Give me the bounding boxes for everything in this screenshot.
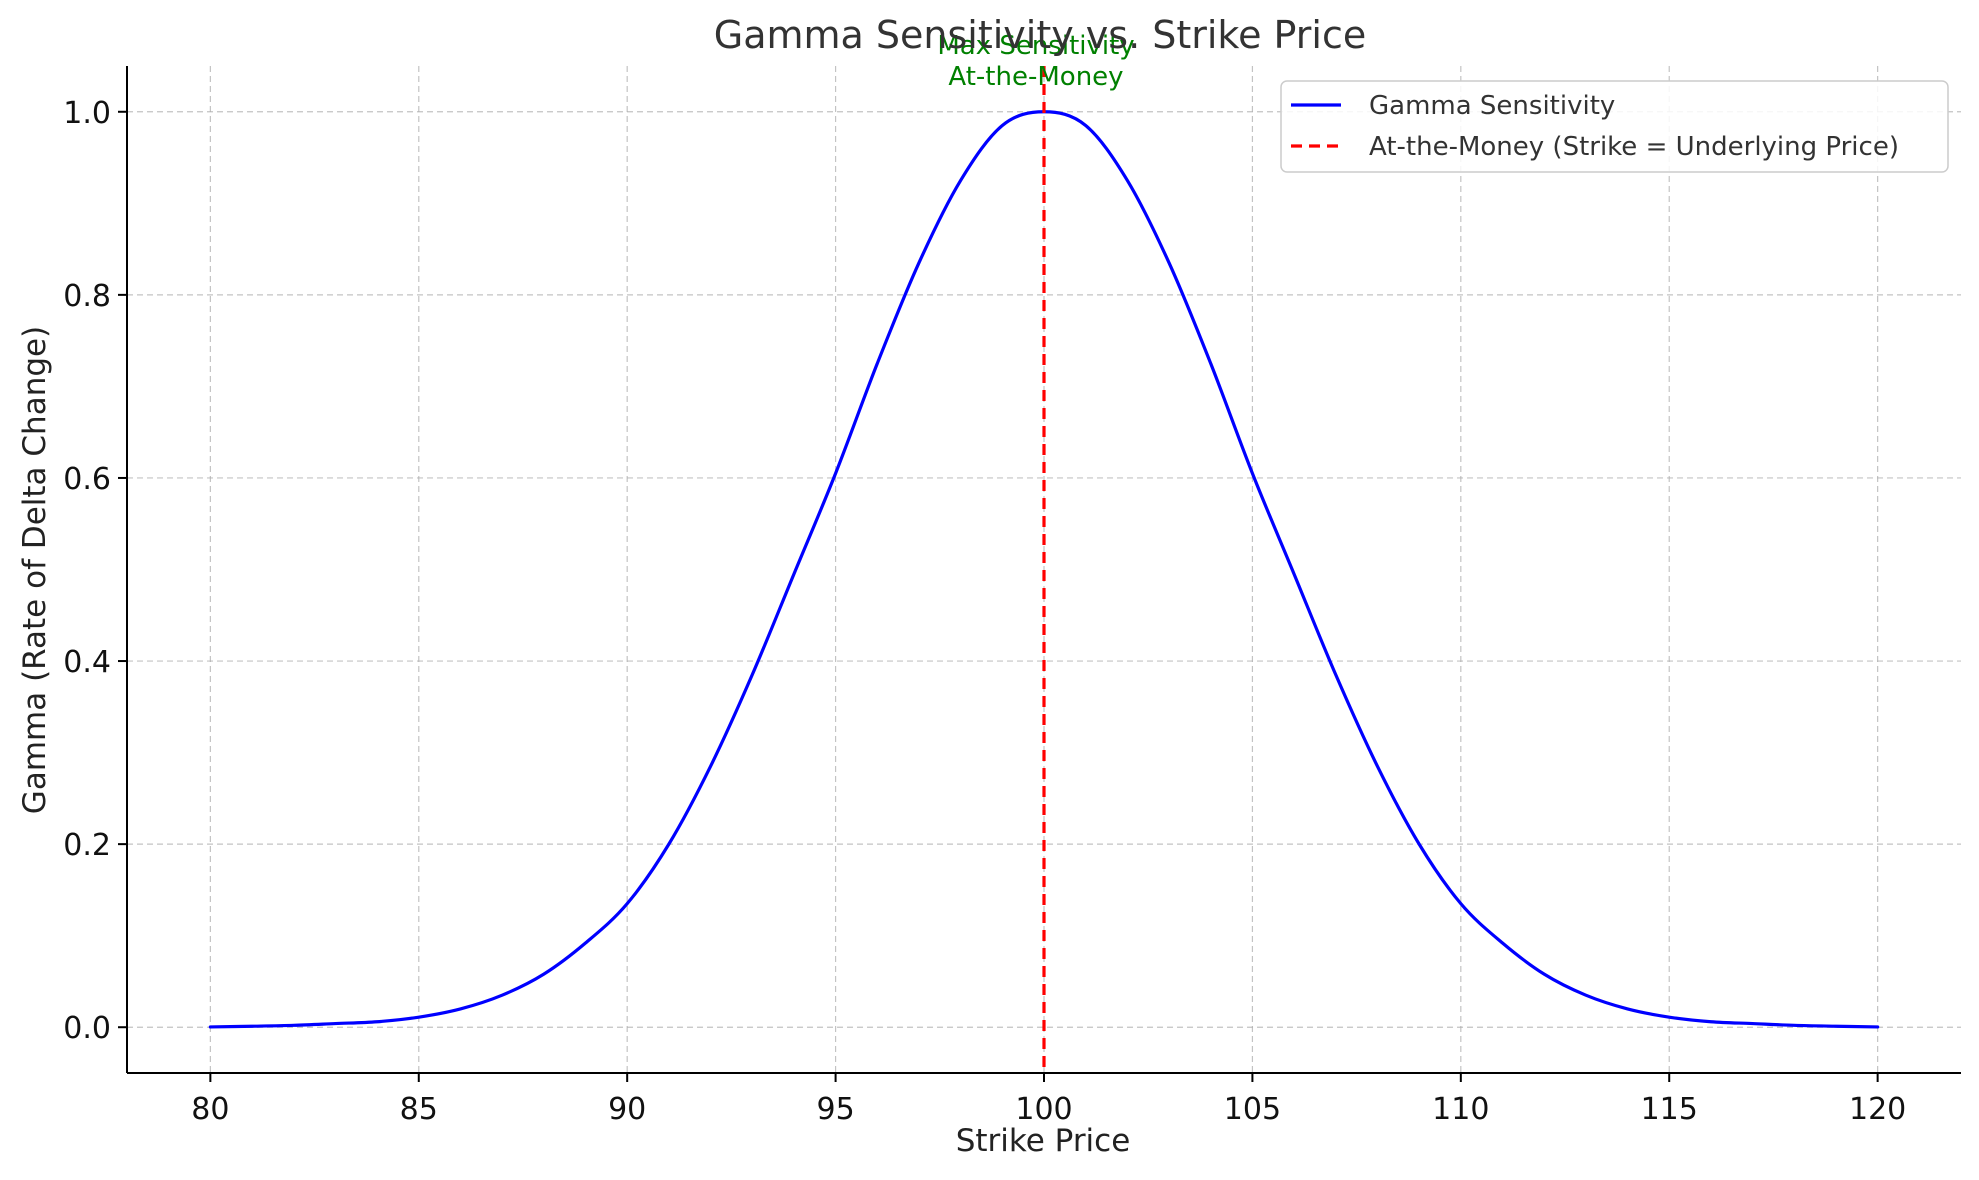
chart-title: Gamma Sensitivity vs. Strike Price [714, 13, 1367, 57]
legend-layer: Gamma Sensitivity At-the-Money (Strike = … [1280, 80, 1949, 173]
y-tick-label-2: 0.4 [63, 645, 111, 680]
axes-layer: 80 85 90 95 100 105 110 115 120 0.0 0.2 0.4 0.6 0.8 1.… [63, 66, 1961, 1127]
x-tick-label-4: 100 [1015, 1092, 1072, 1127]
y-axis-label: Gamma (Rate of Delta Change) [17, 326, 53, 814]
x-tick-label-5: 105 [1224, 1092, 1281, 1127]
legend-box [1280, 80, 1949, 173]
x-tick-label-2: 90 [608, 1092, 646, 1127]
y-tick-label-4: 0.8 [63, 279, 111, 314]
annotation-text-0-1: At-the-Money [948, 62, 1123, 92]
y-tick-label-3: 0.6 [63, 462, 111, 497]
x-tick-label-1: 85 [400, 1092, 438, 1127]
x-tick-label-6: 110 [1432, 1092, 1489, 1127]
legend-label-0: Gamma Sensitivity [1369, 91, 1615, 121]
y-tick-label-1: 0.2 [63, 828, 111, 863]
x-tick-label-8: 120 [1849, 1092, 1906, 1127]
annotation-text-0-0: Max Sensitivity [937, 31, 1134, 61]
grid-layer [127, 66, 1961, 1073]
x-tick-label-3: 95 [816, 1092, 854, 1127]
y-tick-label-5: 1.0 [63, 96, 111, 131]
x-axis-label: Strike Price [956, 1123, 1131, 1159]
x-tick-label-7: 115 [1641, 1092, 1698, 1127]
x-tick-label-0: 80 [191, 1092, 229, 1127]
legend-label-1: At-the-Money (Strike = Underlying Price) [1369, 132, 1899, 162]
y-tick-label-0: 0.0 [63, 1011, 111, 1046]
